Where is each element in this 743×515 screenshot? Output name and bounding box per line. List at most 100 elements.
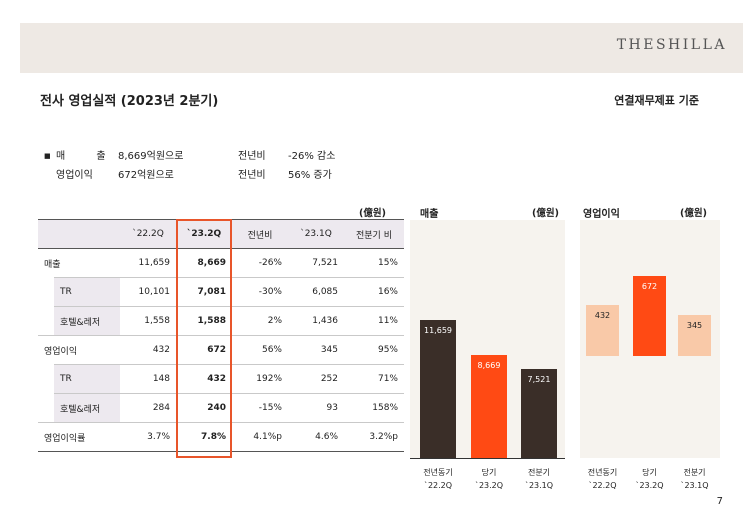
column-header: `23.2Q bbox=[176, 219, 232, 249]
column-header: 전년비 bbox=[232, 219, 288, 249]
table-cell: 11,659 bbox=[120, 248, 176, 278]
row-label: 영업이익 bbox=[38, 335, 120, 365]
x-axis-label-period: 전년동기 bbox=[423, 468, 453, 477]
table-cell: 3.2%p bbox=[344, 422, 404, 452]
summary-label: 매 출 bbox=[56, 151, 120, 162]
performance-table: `22.2Q `23.2Q 전년비 `23.1Q 전분기 비 매출 11,659… bbox=[38, 219, 404, 452]
table-cell: 252 bbox=[288, 364, 344, 394]
x-axis-label: 당기 `23.2Q bbox=[461, 466, 517, 492]
table-cell: 432 bbox=[176, 364, 232, 394]
summary-change: 56% 증가 bbox=[288, 170, 332, 181]
op-profit-chart-title: 영업이익 bbox=[583, 209, 620, 220]
table-corner-cell bbox=[38, 219, 120, 249]
bar-value-label: 11,659 bbox=[424, 326, 452, 335]
indent-cell bbox=[38, 393, 54, 423]
indent-cell bbox=[38, 364, 54, 394]
table-row-op-margin: 영업이익률 3.7% 7.8% 4.1%p 4.6% 3.2%p bbox=[38, 422, 404, 452]
table-cell: 1,558 bbox=[120, 306, 176, 336]
table-cell: 158% bbox=[344, 393, 404, 423]
table-cell: 11% bbox=[344, 306, 404, 336]
row-label: 영업이익률 bbox=[38, 422, 120, 452]
summary: ■ 매 출8,669억원으로 전년비 -26% 감소 영업이익 672억원으로 전년비 56… bbox=[44, 147, 335, 185]
x-axis-label-period: 당기 bbox=[481, 468, 497, 477]
table-row-revenue-tr: TR 10,101 7,081 -30% 6,085 16% bbox=[38, 277, 404, 307]
x-axis-label-period: 당기 bbox=[642, 468, 657, 477]
bar-value-label: 345 bbox=[686, 320, 703, 330]
x-axis-label-quarter: `23.1Q bbox=[524, 481, 554, 490]
summary-change: -26% 감소 bbox=[288, 151, 336, 162]
summary-row-operating-profit: 영업이익 672억원으로 전년비 56% 증가 bbox=[44, 166, 335, 185]
table-cell: 192% bbox=[232, 364, 288, 394]
brand-logo: THESHILLA bbox=[616, 37, 727, 53]
table-cell: -26% bbox=[232, 248, 288, 278]
table-cell: 7,081 bbox=[176, 277, 232, 307]
bar-2 bbox=[521, 368, 557, 458]
bar-0 bbox=[586, 304, 619, 356]
summary-comparison: 전년비 bbox=[238, 170, 266, 181]
table-cell: 71% bbox=[344, 364, 404, 394]
statement-basis: 연결재무제표 기준 bbox=[614, 94, 699, 107]
table-cell: 8,669 bbox=[176, 248, 232, 278]
table-header-row: `22.2Q `23.2Q 전년비 `23.1Q 전분기 비 bbox=[38, 219, 404, 249]
x-axis-label-period: 전년동기 bbox=[587, 468, 618, 477]
table-cell: 2% bbox=[232, 306, 288, 336]
table-cell: 10,101 bbox=[120, 277, 176, 307]
table-cell: 4.6% bbox=[288, 422, 344, 452]
table-cell: 7,521 bbox=[288, 248, 344, 278]
bar-2 bbox=[678, 314, 711, 356]
table-cell: 672 bbox=[176, 335, 232, 365]
x-axis-label: 전년동기 `22.2Q bbox=[410, 466, 466, 492]
table-cell: -15% bbox=[232, 393, 288, 423]
summary-label: 영업이익 bbox=[56, 170, 93, 181]
table-cell: 15% bbox=[344, 248, 404, 278]
table-cell: 1,588 bbox=[176, 306, 232, 336]
table-unit: (億원) bbox=[359, 208, 386, 219]
table-cell: 432 bbox=[120, 335, 176, 365]
x-axis-label-quarter: `22.2Q bbox=[423, 481, 453, 490]
revenue-chart-title: 매출 bbox=[420, 209, 439, 220]
x-axis-label-period: 전분기 bbox=[683, 468, 706, 477]
row-label: TR bbox=[54, 277, 120, 307]
table-cell: 148 bbox=[120, 364, 176, 394]
bar-1 bbox=[471, 355, 507, 458]
table-cell: 7.8% bbox=[176, 422, 232, 452]
table-cell: 3.7% bbox=[120, 422, 176, 452]
summary-comparison: 전년비 bbox=[238, 151, 266, 162]
x-axis-label-quarter: `22.2Q bbox=[588, 481, 617, 490]
table-cell: -30% bbox=[232, 277, 288, 307]
table-cell: 6,085 bbox=[288, 277, 344, 307]
summary-row-revenue: ■ 매 출8,669억원으로 전년비 -26% 감소 bbox=[44, 147, 335, 166]
x-axis-label: 전분기 `23.1Q bbox=[511, 466, 567, 492]
x-axis-label: 당기 `23.2Q bbox=[623, 466, 676, 492]
x-axis-label-quarter: `23.2Q bbox=[635, 481, 664, 490]
table-row-operating-profit: 영업이익 432 672 56% 345 95% bbox=[38, 335, 404, 365]
table-cell: 4.1%p bbox=[232, 422, 288, 452]
x-axis-label: 전년동기 `22.2Q bbox=[576, 466, 629, 492]
bar-value-label: 8,669 bbox=[477, 361, 501, 371]
indent-cell bbox=[38, 277, 54, 307]
op-profit-chart-unit: (億원) bbox=[680, 208, 707, 219]
table-cell: 56% bbox=[232, 335, 288, 365]
table-cell: 93 bbox=[288, 393, 344, 423]
page-title: 전사 영업실적 (2023년 2분기) bbox=[40, 94, 219, 109]
column-header: `22.2Q bbox=[120, 219, 176, 249]
table-cell: 345 bbox=[288, 335, 344, 365]
bar-value-label: 7,521 bbox=[527, 374, 551, 384]
table-cell: 1,436 bbox=[288, 306, 344, 336]
bar-value-label: 672 bbox=[641, 282, 658, 291]
table-cell: 240 bbox=[176, 393, 232, 423]
bar-value-label: 432 bbox=[594, 310, 611, 320]
page-number: 7 bbox=[716, 496, 723, 507]
x-axis-label: 전분기 `23.1Q bbox=[668, 466, 721, 492]
table-row-op-hotel: 호텔&레저 284 240 -15% 93 158% bbox=[38, 393, 404, 423]
bar-1 bbox=[633, 276, 666, 356]
row-label: 매출 bbox=[38, 248, 120, 278]
table-cell: 284 bbox=[120, 393, 176, 423]
table-cell: 16% bbox=[344, 277, 404, 307]
summary-value: 672억원으로 bbox=[118, 170, 174, 181]
summary-value: 8,669억원으로 bbox=[118, 151, 184, 162]
x-axis-label-quarter: `23.2Q bbox=[474, 481, 504, 490]
revenue-chart-unit: (億원) bbox=[532, 208, 559, 219]
row-label: 호텔&레저 bbox=[54, 393, 120, 423]
row-label: TR bbox=[54, 364, 120, 394]
